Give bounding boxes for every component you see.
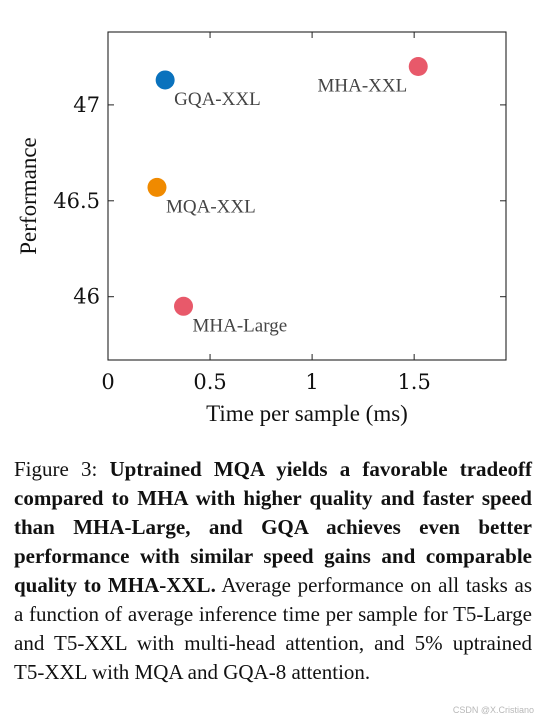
data-point — [408, 57, 428, 77]
x-axis-label: Time per sample (ms) — [206, 401, 408, 426]
data-points: MHA-XXL GQA-XXL MQA-XXL MHA-Large — [147, 57, 428, 336]
plot-frame — [107, 31, 507, 361]
data-point — [174, 296, 194, 316]
point-label: GQA-XXL — [174, 89, 261, 110]
x-tick-label: 1.5 — [397, 370, 430, 394]
caption-body-text: Average performance on all tasks as a fu… — [14, 573, 533, 684]
y-tick-label: 46 — [73, 285, 100, 309]
caption-bold-text: Uptrained MQA yields a favorable tradeof… — [14, 457, 532, 597]
y-tick-label: 46.5 — [53, 189, 100, 213]
data-point — [155, 70, 175, 90]
x-tick-label: 0 — [101, 370, 114, 394]
watermark: CSDN @X.Cristiano — [452, 705, 534, 715]
point-label: MHA-Large — [193, 315, 288, 336]
point-label: MQA-XXL — [166, 196, 256, 217]
x-tick-label: 0.5 — [193, 370, 226, 394]
caption-prefix: Figure 3: — [14, 457, 110, 481]
y-axis-label: Performance — [16, 137, 41, 255]
x-tick-label: 1 — [305, 370, 318, 394]
x-axis-ticks: 0 0.5 1 1.5 — [101, 32, 431, 394]
y-axis-ticks: 46 46.5 47 — [53, 93, 506, 309]
figure-caption: Figure 3: Uptrained MQA yields a favorab… — [14, 455, 532, 687]
y-tick-label: 47 — [73, 93, 100, 117]
data-point — [147, 177, 167, 197]
point-label: MHA-XXL — [318, 76, 408, 97]
